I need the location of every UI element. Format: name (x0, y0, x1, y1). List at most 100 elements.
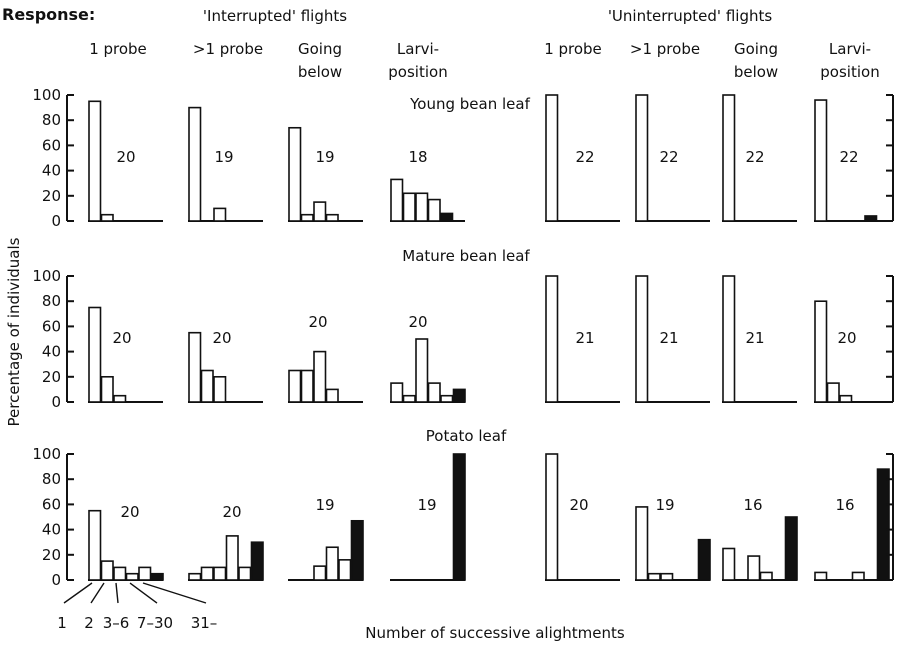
category-label: 7–30 (137, 614, 173, 632)
bar-open (747, 555, 761, 581)
category-label: 2 (84, 614, 94, 632)
group-title-interrupted: 'Interrupted' flights (203, 7, 347, 25)
panel: 22 (635, 94, 710, 222)
bar-open (138, 566, 152, 581)
y-tick-label: 80 (42, 292, 61, 310)
legend-arrow (115, 582, 119, 604)
sample-size-label: 20 (308, 313, 327, 331)
panel: 20 (88, 503, 164, 581)
panel: 16 (722, 496, 798, 581)
bar-solid (250, 541, 264, 581)
column-title: Larvi- (829, 40, 871, 58)
y-axis-title: Percentage of individuals (5, 237, 23, 426)
bar-open (100, 560, 114, 581)
bar-open (313, 565, 327, 581)
panel: 20 (188, 329, 263, 403)
bar-open (390, 382, 404, 403)
sample-size-label: 22 (745, 148, 764, 166)
bar-solid (864, 215, 878, 222)
bar-open (188, 331, 202, 403)
bar-open (814, 300, 828, 403)
panel: 22 (545, 94, 620, 222)
column-title: Going (734, 40, 778, 58)
category-legend: 1 2 3–6 7–30 31– (57, 582, 217, 632)
bar-open (839, 394, 853, 403)
bar-solid (452, 388, 466, 403)
panel: 18 (390, 148, 465, 222)
panel-grid: 1 probe >1 probe Going below Larvi-position 1… (88, 40, 890, 581)
y-tick-label: 0 (51, 212, 61, 230)
panel: 22 (814, 99, 889, 222)
sample-size-label: 19 (315, 148, 334, 166)
bar-open (88, 100, 102, 222)
sample-size-label: 20 (120, 503, 139, 521)
bar-open (440, 394, 454, 403)
bar-open (402, 192, 416, 222)
panel: 20 (390, 313, 466, 403)
column-title: 1 probe (544, 40, 602, 58)
sample-size-label: 21 (745, 329, 764, 347)
response-label: Response: (2, 5, 95, 24)
legend-arrow (90, 582, 105, 604)
bar-open (722, 94, 736, 222)
bar-open (814, 571, 828, 581)
sample-size-label: 19 (214, 148, 233, 166)
bar-solid (440, 212, 454, 222)
y-tick-label: 20 (42, 368, 61, 386)
bar-open (390, 178, 404, 222)
bar-solid (697, 538, 711, 581)
bar-open (325, 546, 339, 581)
sample-size-label: 18 (408, 148, 427, 166)
sample-size-label: 21 (659, 329, 678, 347)
bar-open (213, 207, 227, 222)
sample-size-label: 20 (569, 496, 588, 514)
bar-open (225, 535, 239, 581)
bar-open (113, 394, 127, 403)
bar-open (113, 566, 127, 581)
sample-size-label: 22 (659, 148, 678, 166)
bar-open (100, 375, 114, 403)
bar-open (100, 213, 114, 222)
bar-open (759, 571, 773, 581)
sample-size-label: 20 (212, 329, 231, 347)
y-tick-label: 100 (32, 86, 61, 104)
sample-size-label: 19 (315, 496, 334, 514)
panel: 20 (288, 313, 363, 403)
bar-open (814, 99, 828, 222)
sample-size-label: 21 (575, 329, 594, 347)
bar-open (325, 213, 339, 222)
bar-open (88, 306, 102, 403)
panel: 19 (288, 126, 363, 222)
panel: 21 (635, 275, 710, 403)
legend-arrow (142, 582, 207, 604)
bar-open (415, 338, 429, 403)
bar-open (288, 126, 302, 222)
bar-open (427, 382, 441, 403)
group-title-uninterrupted: 'Uninterrupted' flights (608, 7, 773, 25)
category-label: 1 (57, 614, 67, 632)
sample-size-label: 22 (839, 148, 858, 166)
bar-open (325, 388, 339, 403)
bar-open (660, 572, 674, 581)
bar-open (338, 559, 352, 581)
panel: 22 (722, 94, 797, 222)
bar-open (635, 94, 649, 222)
y-tick-label: 40 (42, 521, 61, 539)
y-tick-label: 40 (42, 162, 61, 180)
y-tick-label: 100 (32, 267, 61, 285)
bar-open (647, 572, 661, 581)
panel: 19 (635, 496, 711, 581)
y-tick-label: 80 (42, 111, 61, 129)
bar-solid (452, 453, 466, 581)
bar-open (427, 198, 441, 222)
panel: 19 (188, 106, 263, 222)
column-title: position (820, 63, 879, 81)
y-tick-label: 0 (51, 571, 61, 589)
bar-open (300, 213, 314, 222)
y-tick-label: 80 (42, 470, 61, 488)
figure-headers: Response: 'Interrupted' flights 'Uninter… (2, 5, 772, 25)
panel: 20 (88, 100, 163, 222)
panel: 19 (288, 496, 364, 581)
bar-open (300, 369, 314, 403)
